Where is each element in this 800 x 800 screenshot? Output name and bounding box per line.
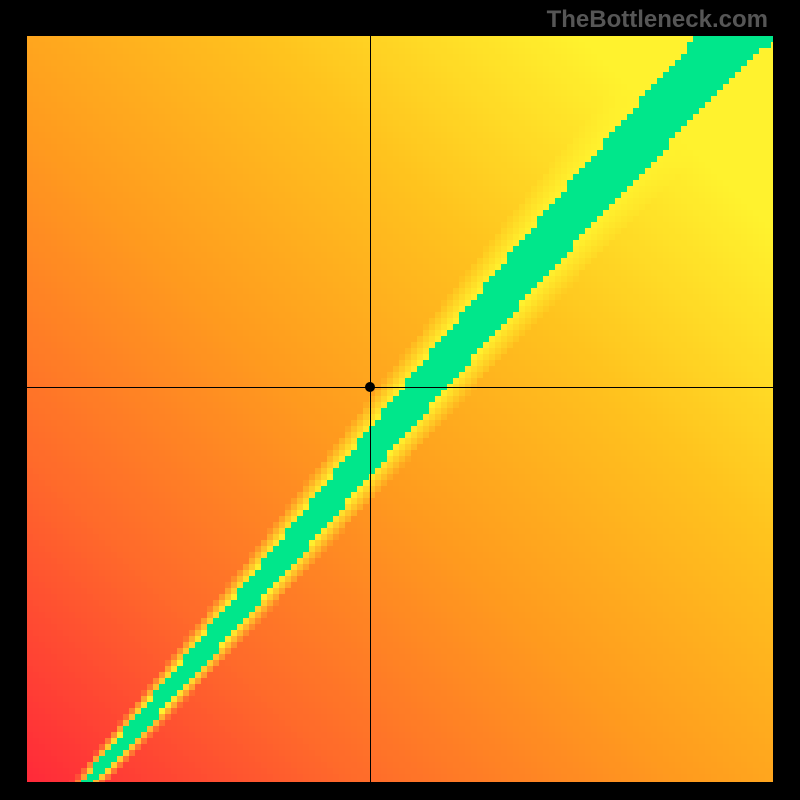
chart-frame: TheBottleneck.com — [0, 0, 800, 800]
watermark-text: TheBottleneck.com — [547, 6, 768, 34]
crosshair-vertical — [370, 36, 371, 782]
crosshair-horizontal — [27, 387, 773, 388]
heatmap-plot — [27, 36, 773, 782]
crosshair-marker — [365, 382, 375, 392]
heatmap-canvas — [27, 36, 773, 782]
